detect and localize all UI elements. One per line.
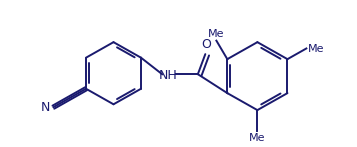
Text: Me: Me — [308, 44, 325, 54]
Text: O: O — [201, 38, 211, 51]
Text: N: N — [41, 101, 50, 114]
Text: NH: NH — [159, 69, 177, 82]
Text: Me: Me — [208, 29, 225, 39]
Text: Me: Me — [249, 133, 266, 143]
